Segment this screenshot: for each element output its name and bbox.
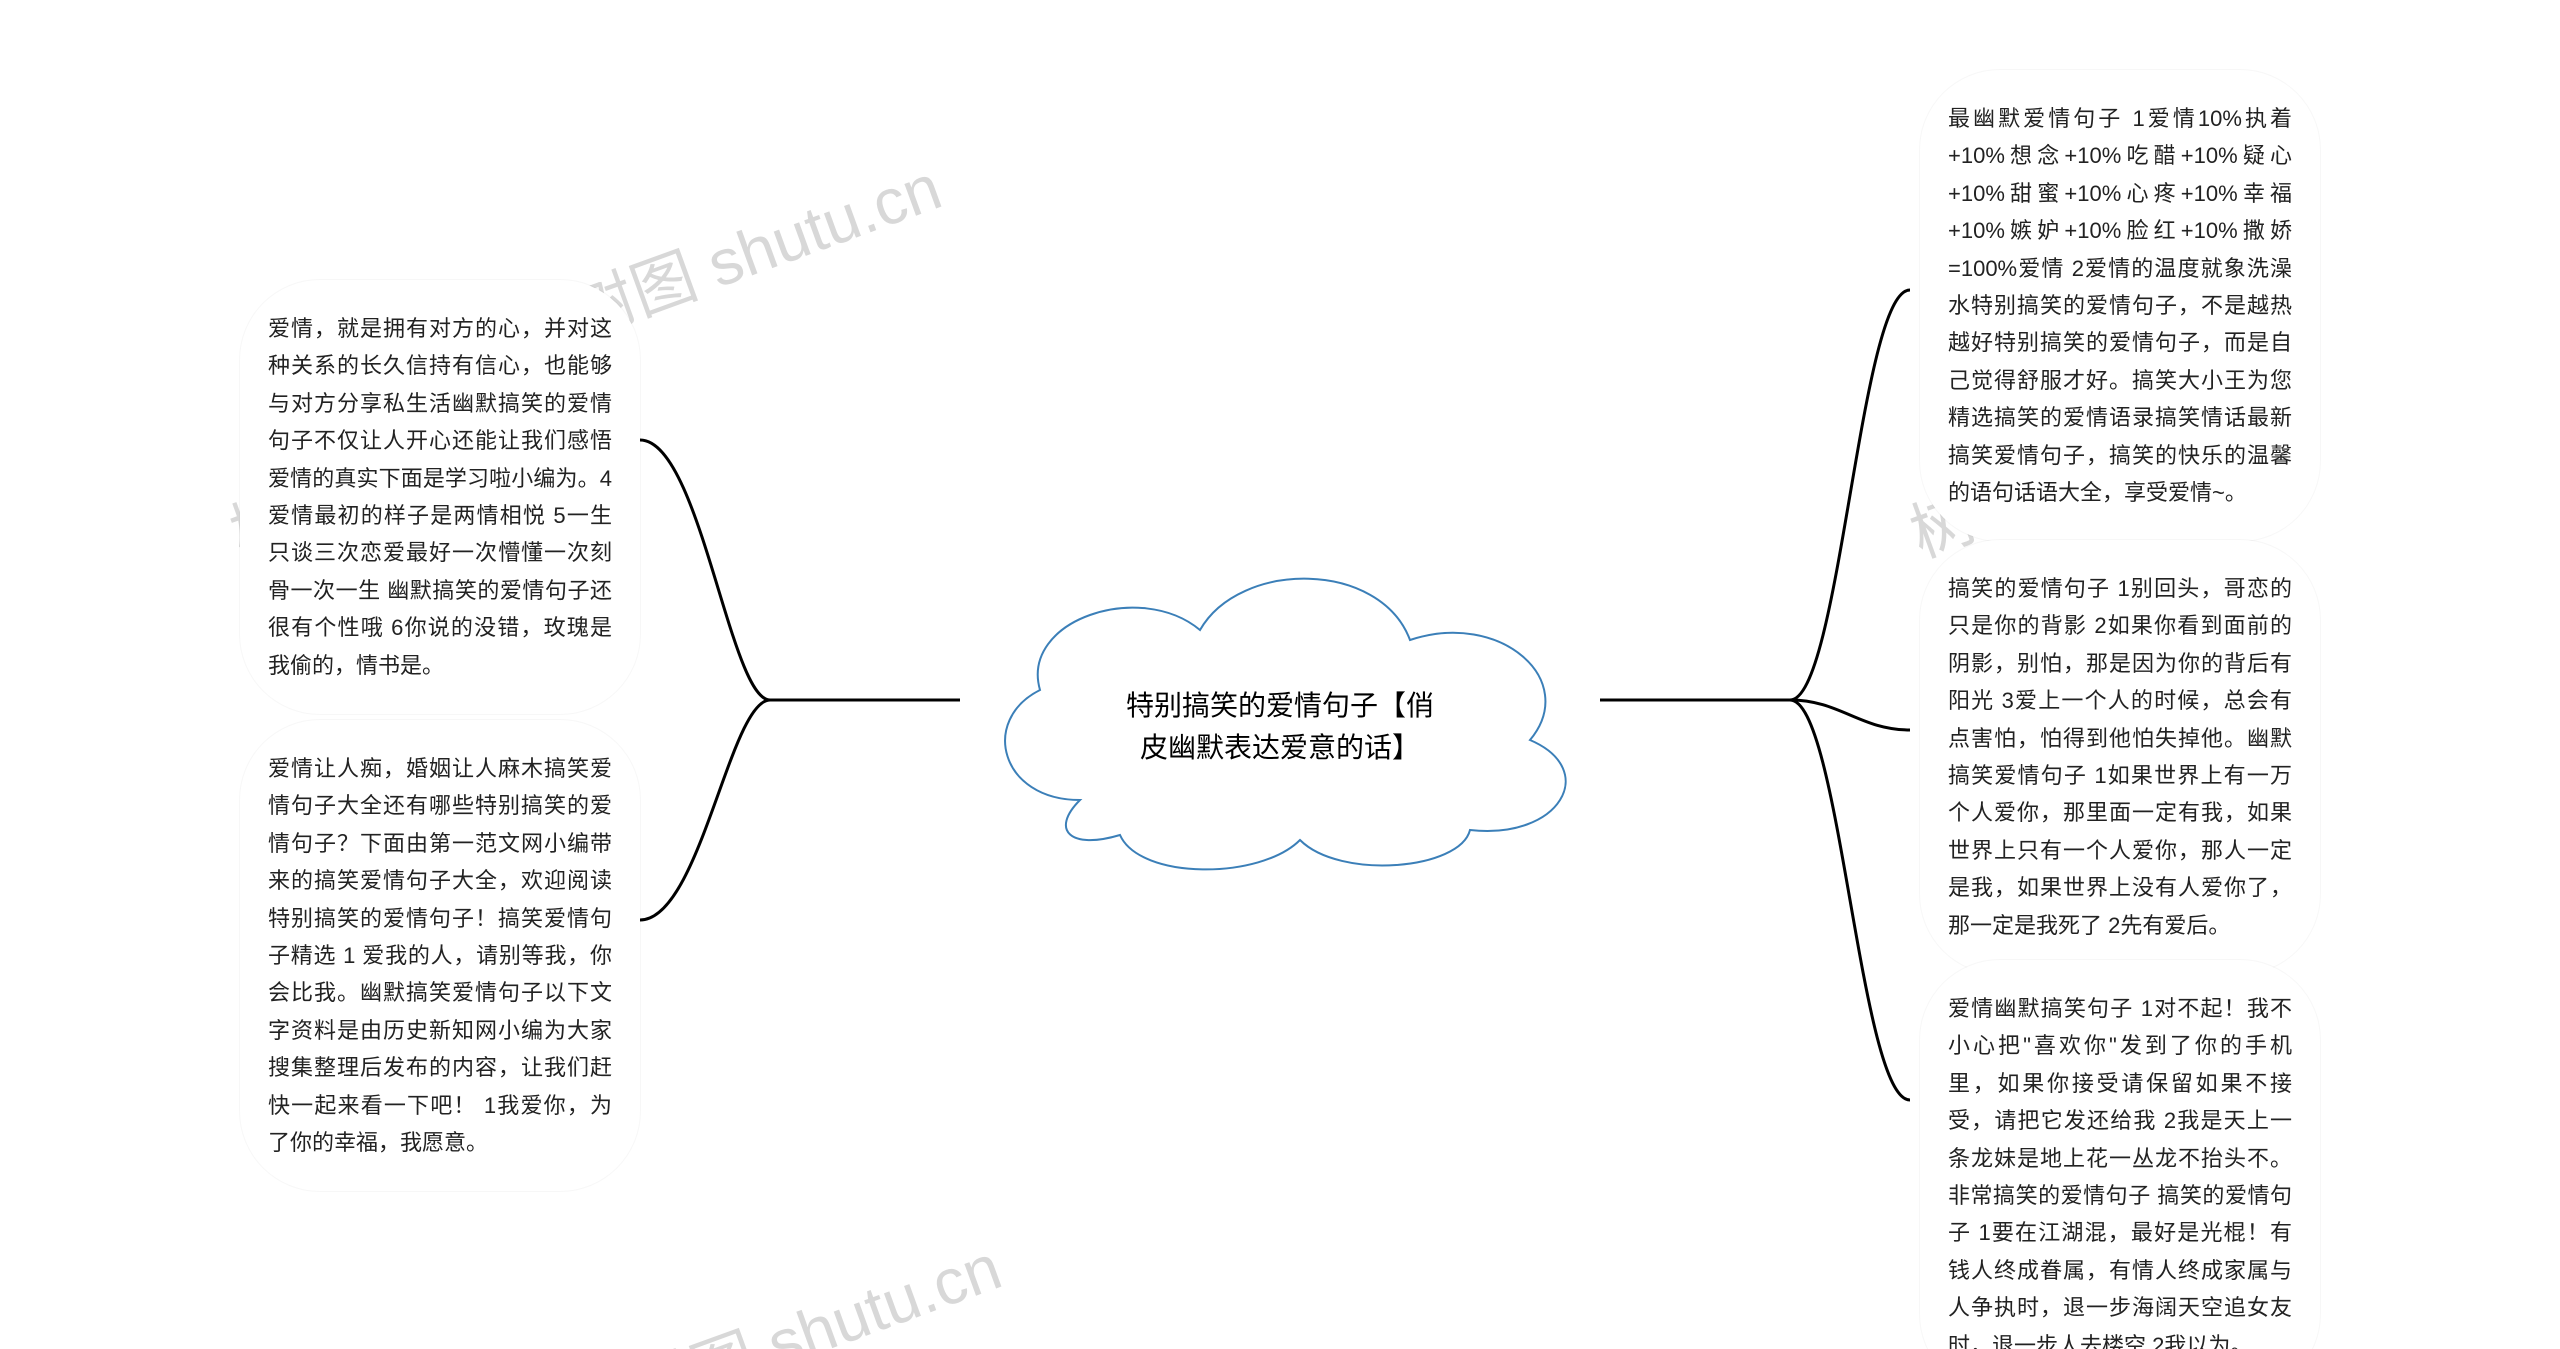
branch-node-left-1[interactable]: 爱情，就是拥有对方的心，并对这种关系的长久信持有信心，也能够与对方分享私生活幽默… bbox=[240, 280, 640, 714]
central-title-line2: 皮幽默表达爱意的话】 bbox=[1140, 732, 1420, 763]
branch-node-text: 搞笑的爱情句子 1别回头，哥恋的只是你的背影 2如果你看到面前的阴影，别怕，那是… bbox=[1948, 576, 2292, 938]
central-node[interactable]: 特别搞笑的爱情句子【俏 皮幽默表达爱意的话】 bbox=[960, 540, 1600, 880]
central-title: 特别搞笑的爱情句子【俏 皮幽默表达爱意的话】 bbox=[1126, 685, 1434, 769]
branch-node-text: 最幽默爱情句子 1爱情10%执着+10%想念+10%吃醋+10%疑心+10%甜蜜… bbox=[1948, 106, 2292, 505]
branch-node-text: 爱情，就是拥有对方的心，并对这种关系的长久信持有信心，也能够与对方分享私生活幽默… bbox=[268, 316, 612, 678]
branch-node-right-2[interactable]: 搞笑的爱情句子 1别回头，哥恋的只是你的背影 2如果你看到面前的阴影，别怕，那是… bbox=[1920, 540, 2320, 974]
branch-node-right-1[interactable]: 最幽默爱情句子 1爱情10%执着+10%想念+10%吃醋+10%疑心+10%甜蜜… bbox=[1920, 70, 2320, 541]
branch-node-right-3[interactable]: 爱情幽默搞笑句子 1对不起！我不小心把"喜欢你"发到了你的手机里，如果你接受请保… bbox=[1920, 960, 2320, 1349]
watermark: 树图 shutu.cn bbox=[616, 1216, 1012, 1349]
mindmap-canvas: 树图 shutu.cn 树图 shutu.cn 树图 shutu.cn 树图 s… bbox=[0, 0, 2560, 1349]
central-title-line1: 特别搞笑的爱情句子【俏 bbox=[1126, 690, 1434, 721]
branch-node-text: 爱情让人痴，婚姻让人麻木搞笑爱情句子大全还有哪些特别搞笑的爱情句子？下面由第一范… bbox=[268, 756, 612, 1155]
branch-node-left-2[interactable]: 爱情让人痴，婚姻让人麻木搞笑爱情句子大全还有哪些特别搞笑的爱情句子？下面由第一范… bbox=[240, 720, 640, 1191]
branch-node-text: 爱情幽默搞笑句子 1对不起！我不小心把"喜欢你"发到了你的手机里，如果你接受请保… bbox=[1948, 996, 2292, 1349]
